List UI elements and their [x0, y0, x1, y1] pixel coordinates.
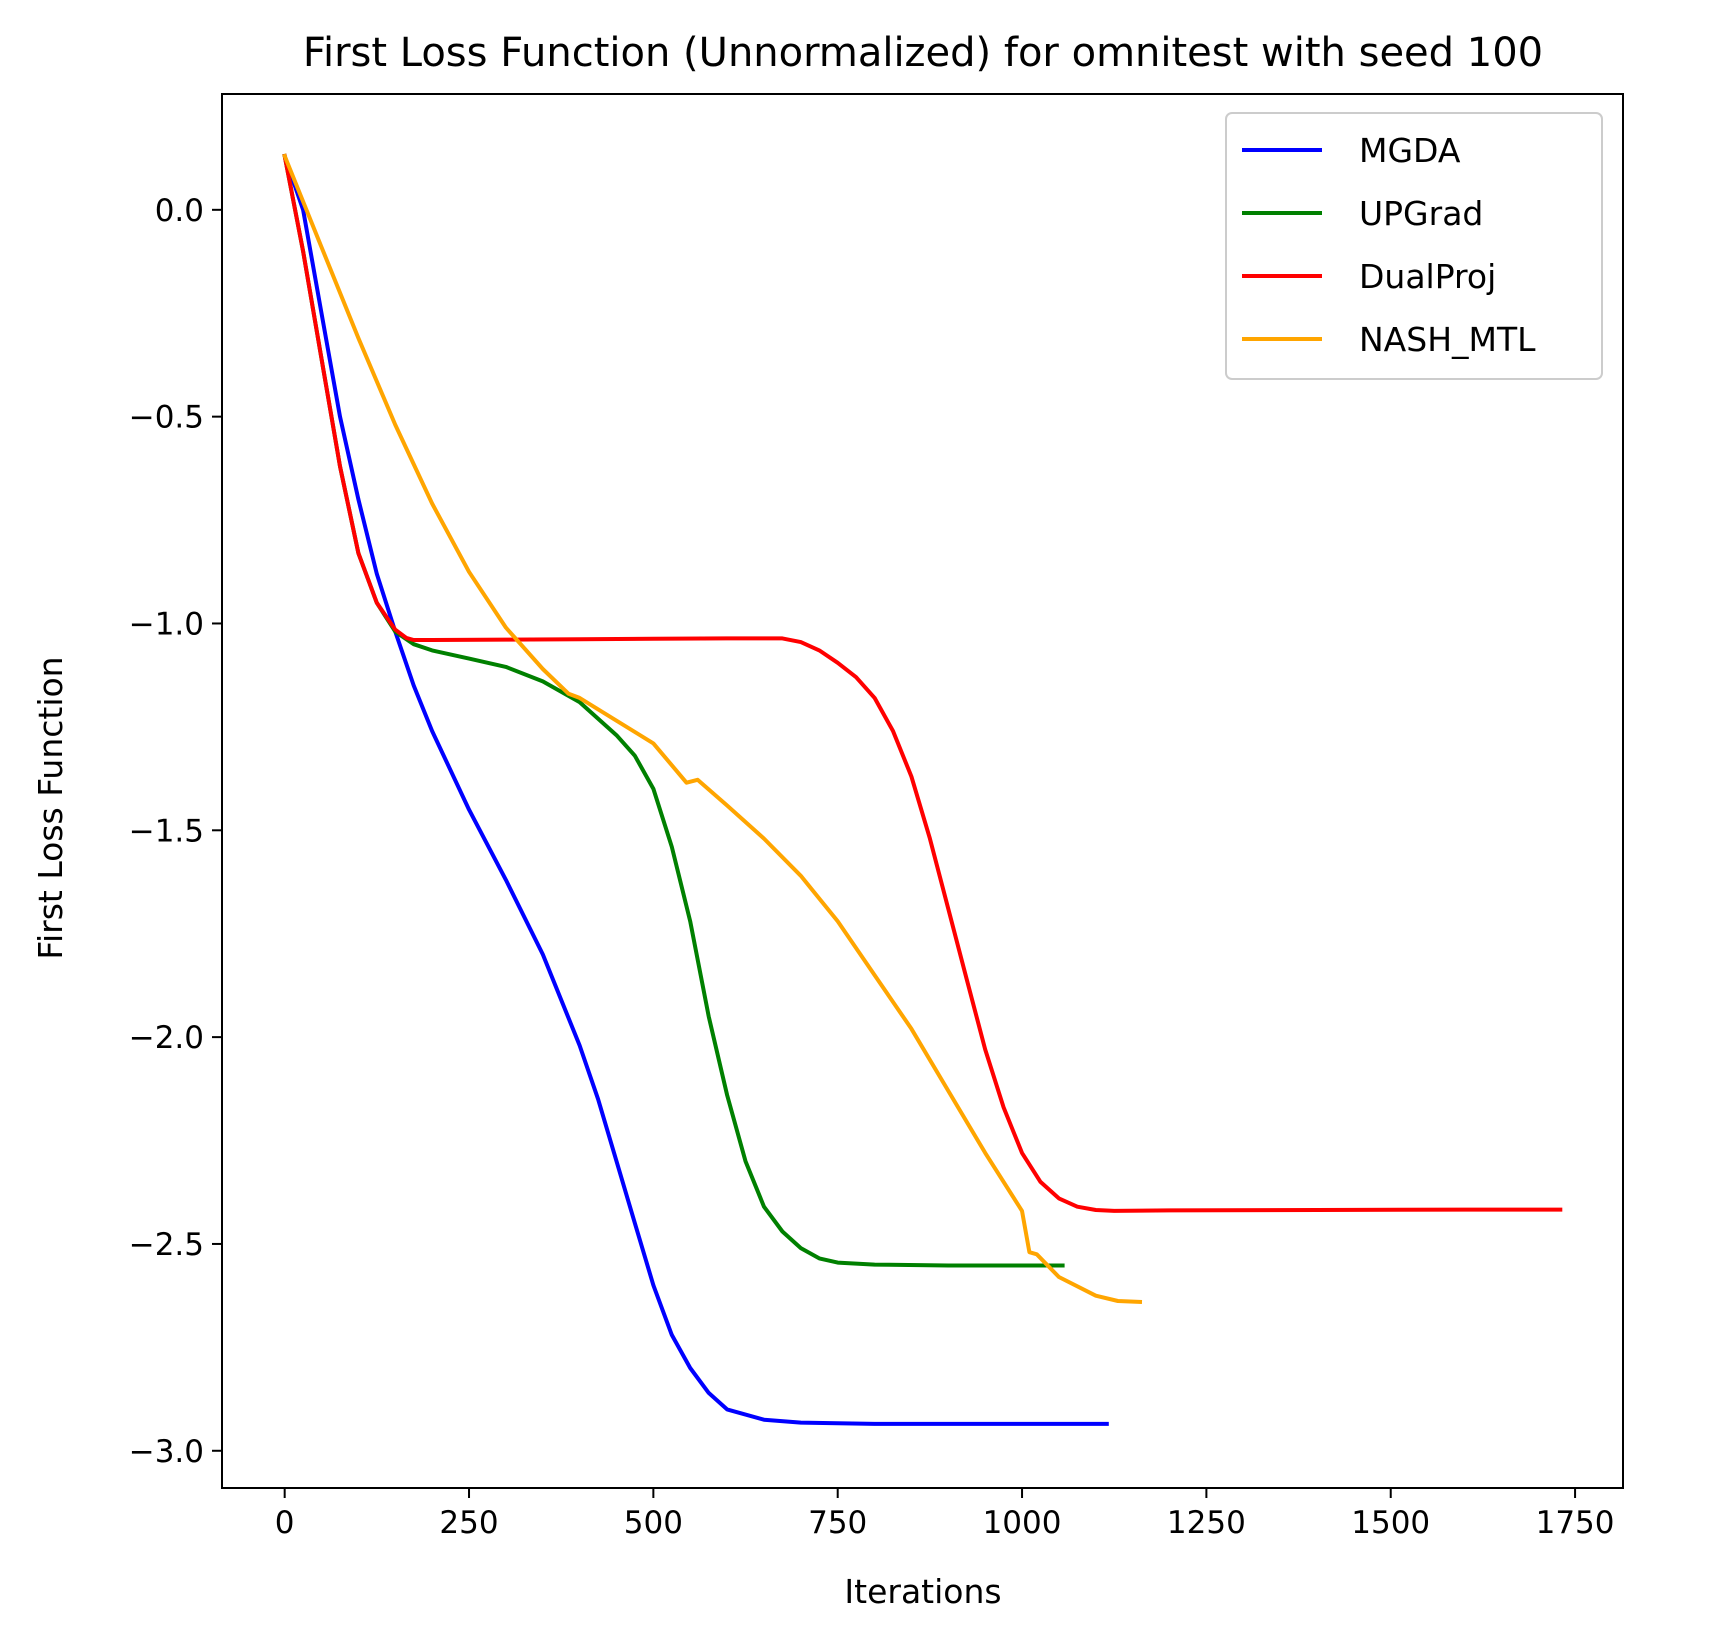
legend: MGDA UPGrad DualProj NASH_MTL — [1225, 112, 1603, 380]
x-tick-label: 0 — [275, 1505, 295, 1541]
y-tick-label: −3.0 — [129, 1434, 204, 1470]
x-tick-label: 1250 — [1167, 1505, 1246, 1541]
x-tick-label: 250 — [439, 1505, 498, 1541]
legend-box — [1225, 112, 1603, 380]
series-line-upgrad — [282, 153, 1065, 1268]
y-tick-label: −2.0 — [129, 1020, 204, 1056]
chart-title: First Loss Function (Unnormalized) for o… — [303, 30, 1543, 76]
y-axis-label: First Loss Function — [31, 656, 70, 959]
legend-label: DualProj — [1359, 257, 1496, 296]
series-line-dualproj — [282, 153, 1563, 1213]
y-axis-ticks: 0.0 −0.5 −1.0 −1.5 −2.0 −2.5 −3.0 — [129, 193, 222, 1470]
legend-label: MGDA — [1359, 131, 1461, 170]
x-axis-ticks: 0 250 500 750 1000 1250 1500 1750 — [275, 1488, 1615, 1541]
y-tick-label: −1.5 — [129, 813, 204, 849]
series-layer — [282, 153, 1563, 1426]
y-tick-label: −1.0 — [129, 606, 204, 642]
y-tick-label: −2.5 — [129, 1227, 204, 1263]
y-tick-label: −0.5 — [129, 400, 204, 436]
legend-label: NASH_MTL — [1359, 320, 1536, 359]
series-line-mgda — [282, 153, 1109, 1426]
plot-frame — [221, 93, 1624, 1489]
x-tick-label: 1500 — [1351, 1505, 1430, 1541]
x-tick-label: 500 — [624, 1505, 683, 1541]
y-tick-label: 0.0 — [155, 193, 204, 229]
x-tick-label: 1000 — [983, 1505, 1062, 1541]
x-tick-label: 750 — [808, 1505, 867, 1541]
series-line-nash-mtl — [282, 153, 1143, 1304]
x-tick-label: 1750 — [1536, 1505, 1615, 1541]
legend-label: UPGrad — [1359, 194, 1483, 233]
x-axis-label: Iterations — [844, 1572, 1001, 1611]
